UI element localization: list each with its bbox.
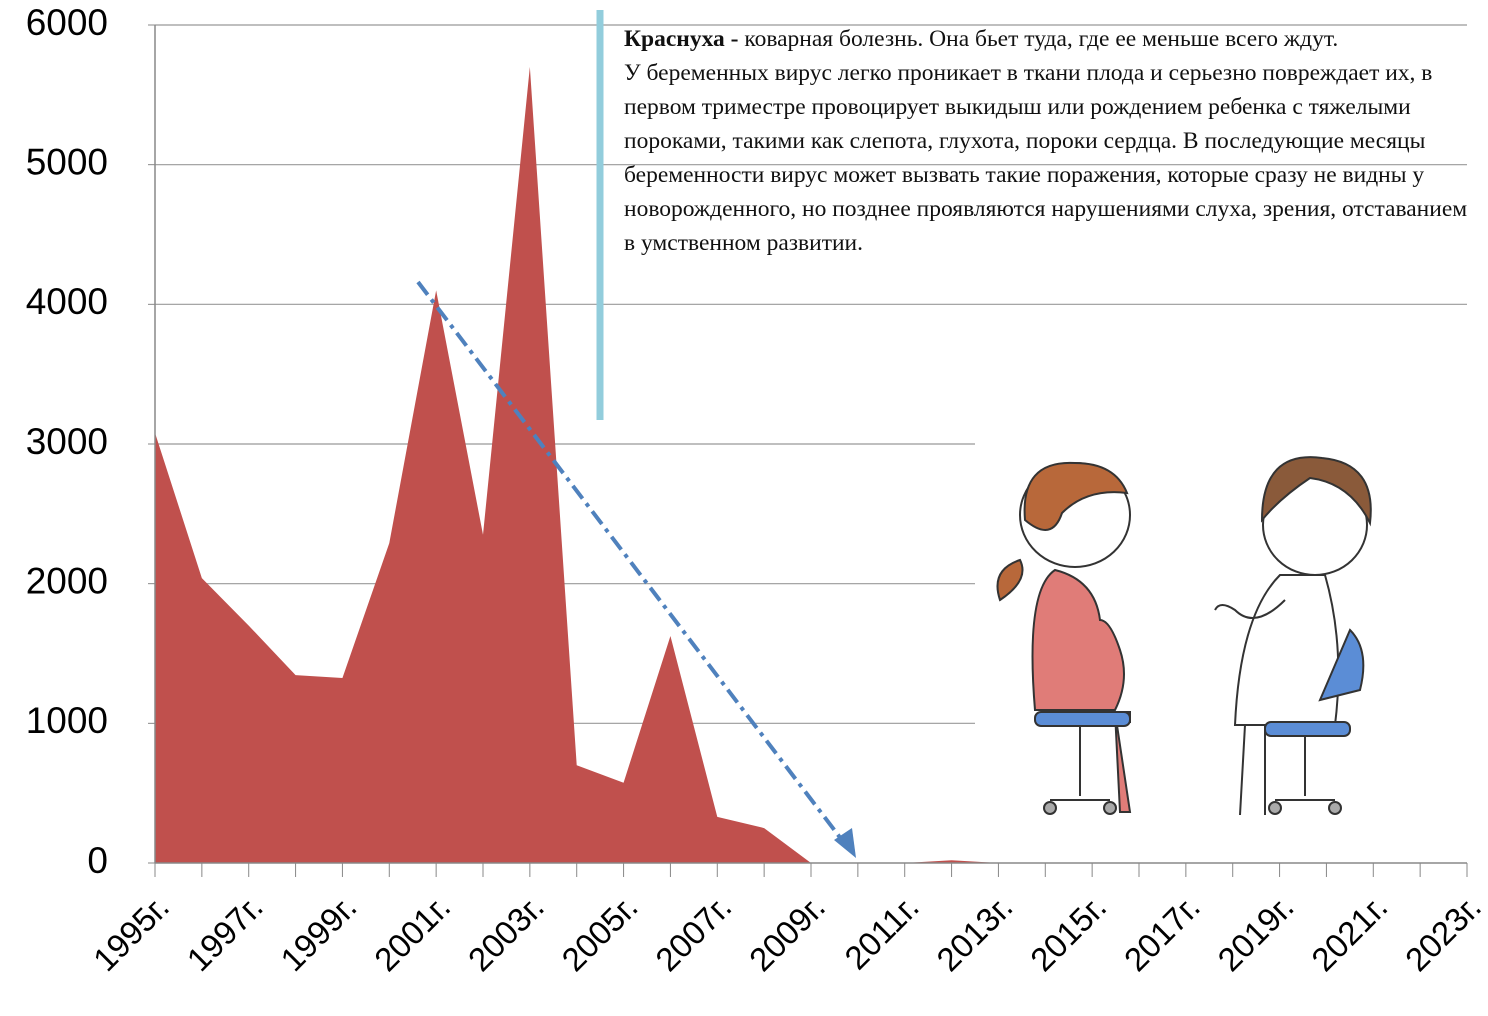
- y-tick-label: 0: [87, 840, 108, 881]
- x-tick-label: 2023г.: [1398, 888, 1488, 978]
- y-tick-label: 2000: [26, 560, 108, 601]
- x-tick-label: 2017г.: [1117, 888, 1207, 978]
- x-tick-label: 2005г.: [554, 888, 644, 978]
- page: 0 1000 2000 3000 4000 5000 6000 1995г.1997г.199…: [0, 0, 1488, 1016]
- y-tick-label: 1000: [26, 700, 108, 741]
- y-tick-label: 6000: [26, 2, 108, 43]
- x-tick-label: 2007г.: [648, 888, 738, 978]
- x-tick-label: 2015г.: [1023, 888, 1113, 978]
- x-tick-label: 2003г.: [461, 888, 551, 978]
- y-tick-label: 3000: [26, 421, 108, 462]
- x-tick-label: 2021г.: [1304, 888, 1394, 978]
- annotation-text: У беременных вирус легко проникает в тка…: [624, 56, 1474, 260]
- x-tick-label: 1995г.: [86, 888, 176, 978]
- x-tick-label: 2013г.: [929, 888, 1019, 978]
- annotation: Краснуха - коварная болезнь. Она бьет ту…: [624, 22, 1474, 260]
- y-tick-label: 4000: [26, 281, 108, 322]
- annotation-title: Краснуха -: [624, 26, 738, 52]
- x-tick-label: 2011г.: [837, 888, 925, 976]
- x-tick-label: 1997г.: [180, 888, 270, 978]
- y-tick-label: 5000: [26, 141, 108, 182]
- x-tick-label: 2001г.: [367, 888, 457, 978]
- x-tick-label: 1999г.: [273, 888, 363, 978]
- x-tick-label: 2019г.: [1210, 888, 1300, 978]
- annotation-text: коварная болезнь. Она бьет туда, где ее …: [744, 26, 1338, 52]
- x-tick-label: 2009г.: [742, 888, 832, 978]
